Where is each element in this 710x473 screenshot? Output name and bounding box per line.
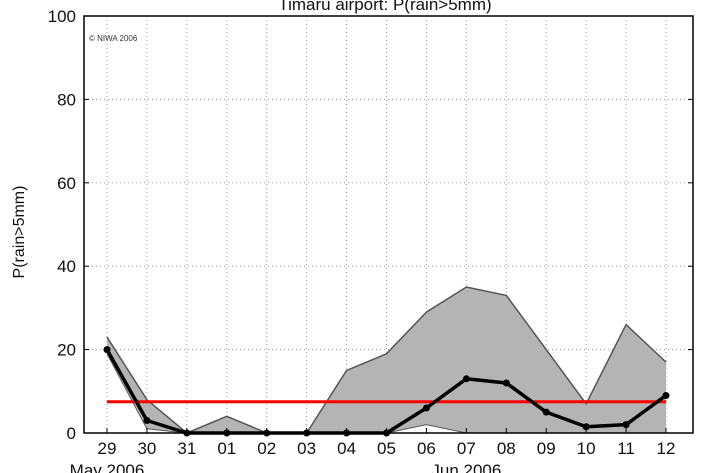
x-tick-label: 09: [537, 439, 556, 458]
x-tick-label: 11: [617, 439, 635, 458]
copyright-notice: © NIWA 2006: [89, 34, 138, 43]
median-point: [622, 421, 630, 429]
x-tick-label: 10: [577, 439, 596, 458]
month-label: May 2006: [70, 461, 145, 473]
x-tick-label: 05: [377, 439, 396, 458]
month-labels: May 2006 Jun 2006: [70, 461, 502, 473]
plot-frame: [83, 15, 694, 434]
y-tick-label: 80: [57, 90, 76, 109]
x-tick-label: 07: [457, 439, 476, 458]
median-point: [462, 375, 470, 383]
x-tick-label: 30: [137, 439, 156, 458]
x-tick-label: 02: [257, 439, 276, 458]
band-upper-line: [106, 286, 667, 434]
y-tick-labels: 0 20 40 60 80 100: [48, 7, 76, 443]
y-tick-label: 40: [57, 257, 76, 276]
x-tick-label: 08: [497, 439, 516, 458]
y-tick-label: 20: [57, 341, 76, 360]
median-point: [542, 408, 550, 416]
median-point: [422, 404, 430, 412]
axes: [83, 15, 694, 434]
x-tick-label: 06: [417, 439, 436, 458]
x-tick-label: 31: [177, 439, 196, 458]
x-tick-label: 03: [297, 439, 316, 458]
y-tick-label: 60: [57, 174, 76, 193]
median-point: [582, 423, 590, 431]
chart-title: Timaru airport: P(rain>5mm): [278, 0, 491, 14]
median-point: [143, 416, 151, 424]
x-tick-label: 01: [217, 439, 236, 458]
x-tick-label: 04: [337, 439, 356, 458]
month-label: Jun 2006: [431, 461, 501, 473]
y-tick-label: 0: [67, 424, 76, 443]
x-tick-labels: 29 30 31 01 02 03 04 05 06 07 08 09 10 11 12: [98, 439, 676, 458]
y-tick-label: 100: [48, 7, 76, 26]
x-tick-label: 29: [98, 439, 117, 458]
y-axis-title: P(rain>5mm): [11, 186, 28, 279]
median-point: [103, 346, 111, 354]
median-point: [662, 391, 670, 399]
x-tick-label: 12: [657, 439, 676, 458]
median-point: [502, 379, 510, 387]
gridlines: [84, 15, 693, 434]
